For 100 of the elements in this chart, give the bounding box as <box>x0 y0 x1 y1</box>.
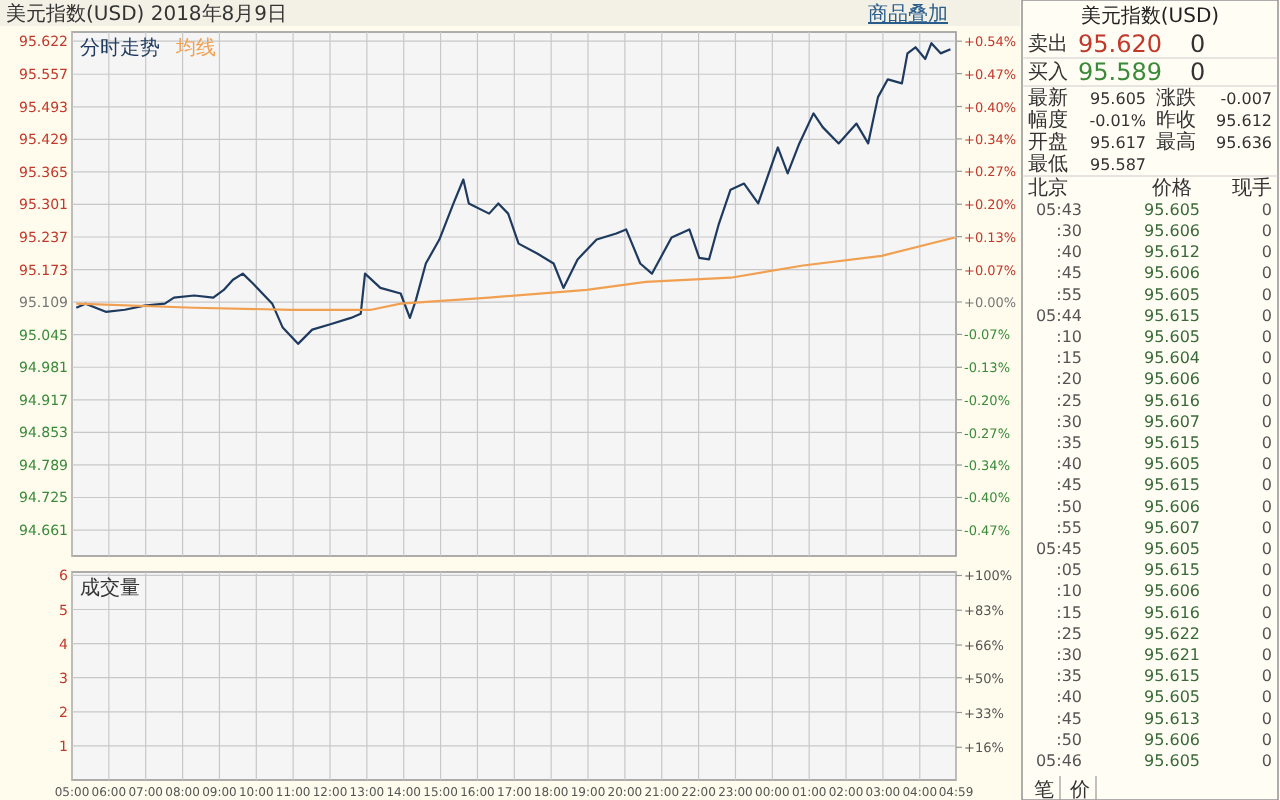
text: 95.616 <box>1144 391 1200 410</box>
text: 95.606 <box>1144 582 1200 601</box>
text: 美元指数(USD) <box>1080 4 1220 28</box>
text: 0 <box>1190 58 1206 86</box>
text: 0 <box>1261 391 1272 410</box>
text: :15 <box>1056 349 1082 368</box>
text: 95.616 <box>1144 603 1200 622</box>
text: 95.617 <box>1090 134 1146 152</box>
text: 95.605 <box>1144 752 1200 770</box>
text: 最新 <box>1028 86 1068 110</box>
text: 笔 <box>1034 778 1054 800</box>
text: :35 <box>1056 434 1082 452</box>
text: 95.622 <box>1144 624 1200 643</box>
text: :50 <box>1056 497 1082 516</box>
text: 0 <box>1261 222 1272 240</box>
text: 商品叠加 <box>868 2 948 26</box>
text: 涨跌 <box>1156 86 1196 110</box>
text: 95.607 <box>1144 412 1200 431</box>
text: :15 <box>1056 603 1082 622</box>
text: :30 <box>1056 646 1082 664</box>
text: 0 <box>1261 582 1272 601</box>
text: 95.612 <box>1144 243 1200 262</box>
text: 0 <box>1261 434 1272 452</box>
text: 0 <box>1190 30 1206 58</box>
text: :50 <box>1056 730 1082 749</box>
text: 0 <box>1261 370 1272 389</box>
text: 0 <box>1261 328 1272 346</box>
text: 95.587 <box>1090 156 1146 174</box>
text: 北京 <box>1028 176 1068 200</box>
text: 0 <box>1261 730 1272 749</box>
text: 0 <box>1261 306 1272 325</box>
text: 05:45 <box>1035 540 1082 558</box>
text: 分时走势 <box>80 36 160 60</box>
line-series <box>75 236 956 311</box>
chart-title: 美元指数(USD) 2018年8月9日 <box>6 2 288 26</box>
text: 95.615 <box>1144 667 1200 686</box>
text: 开盘 <box>1028 130 1068 154</box>
text: 95.605 <box>1144 285 1200 304</box>
text: 0 <box>1261 243 1272 262</box>
text: 95.606 <box>1144 370 1200 389</box>
text: :40 <box>1056 243 1082 262</box>
text: 0 <box>1261 476 1272 495</box>
text: 95.615 <box>1144 561 1200 580</box>
text: 0 <box>1261 540 1272 558</box>
text: -0.01% <box>1089 112 1147 130</box>
text: 0 <box>1261 497 1272 516</box>
text: :30 <box>1056 222 1082 240</box>
text: :25 <box>1056 391 1082 410</box>
text: 0 <box>1261 709 1272 728</box>
text: 0 <box>1261 518 1272 537</box>
text: :05 <box>1056 561 1082 580</box>
text: 95.615 <box>1144 306 1200 325</box>
text: 价格 <box>1150 176 1192 200</box>
text: 0 <box>1261 200 1272 219</box>
text: :55 <box>1056 518 1082 537</box>
text: 95.607 <box>1144 518 1200 537</box>
text: 05:44 <box>1035 306 1082 325</box>
text: 05:46 <box>1035 752 1082 770</box>
text: 95.606 <box>1144 497 1200 516</box>
text: 0 <box>1261 603 1272 622</box>
text: :35 <box>1056 667 1082 686</box>
text: 0 <box>1261 646 1272 664</box>
text: 95.605 <box>1144 455 1200 474</box>
text: 95.605 <box>1144 688 1200 707</box>
text: 昨收 <box>1156 108 1196 132</box>
text: 95.605 <box>1144 328 1200 346</box>
text: 0 <box>1261 561 1272 580</box>
text: 95.620 <box>1078 30 1162 58</box>
text: 95.612 <box>1216 112 1272 130</box>
text: -0.007 <box>1220 90 1272 108</box>
text: 0 <box>1261 455 1272 474</box>
text: 95.636 <box>1216 134 1272 152</box>
text: 0 <box>1261 667 1272 686</box>
text: 买入 <box>1028 60 1068 84</box>
text: 卖出 <box>1028 32 1068 56</box>
text: 95.615 <box>1144 476 1200 495</box>
text: 均线 <box>174 36 216 60</box>
text: 95.605 <box>1144 540 1200 558</box>
text: :55 <box>1056 285 1082 304</box>
text: :40 <box>1056 455 1082 474</box>
text: :10 <box>1056 582 1082 601</box>
text: 95.589 <box>1078 58 1162 86</box>
text: 95.613 <box>1144 709 1200 728</box>
text: 95.605 <box>1144 200 1200 219</box>
text: 0 <box>1261 285 1272 304</box>
text: :40 <box>1056 688 1082 707</box>
text: :25 <box>1056 624 1082 643</box>
text: 95.604 <box>1144 349 1200 368</box>
text: 0 <box>1261 264 1272 283</box>
chart-title: 成交量 <box>80 576 140 600</box>
text: 95.606 <box>1144 264 1200 283</box>
text: 0 <box>1261 624 1272 643</box>
text: 95.615 <box>1144 434 1200 452</box>
text: 0 <box>1261 752 1272 770</box>
text: 05:43 <box>1035 200 1082 219</box>
text: :45 <box>1056 264 1082 283</box>
text: :30 <box>1056 412 1082 431</box>
text: :45 <box>1056 709 1082 728</box>
text: 价 <box>1068 778 1090 800</box>
text: 95.621 <box>1144 646 1200 664</box>
